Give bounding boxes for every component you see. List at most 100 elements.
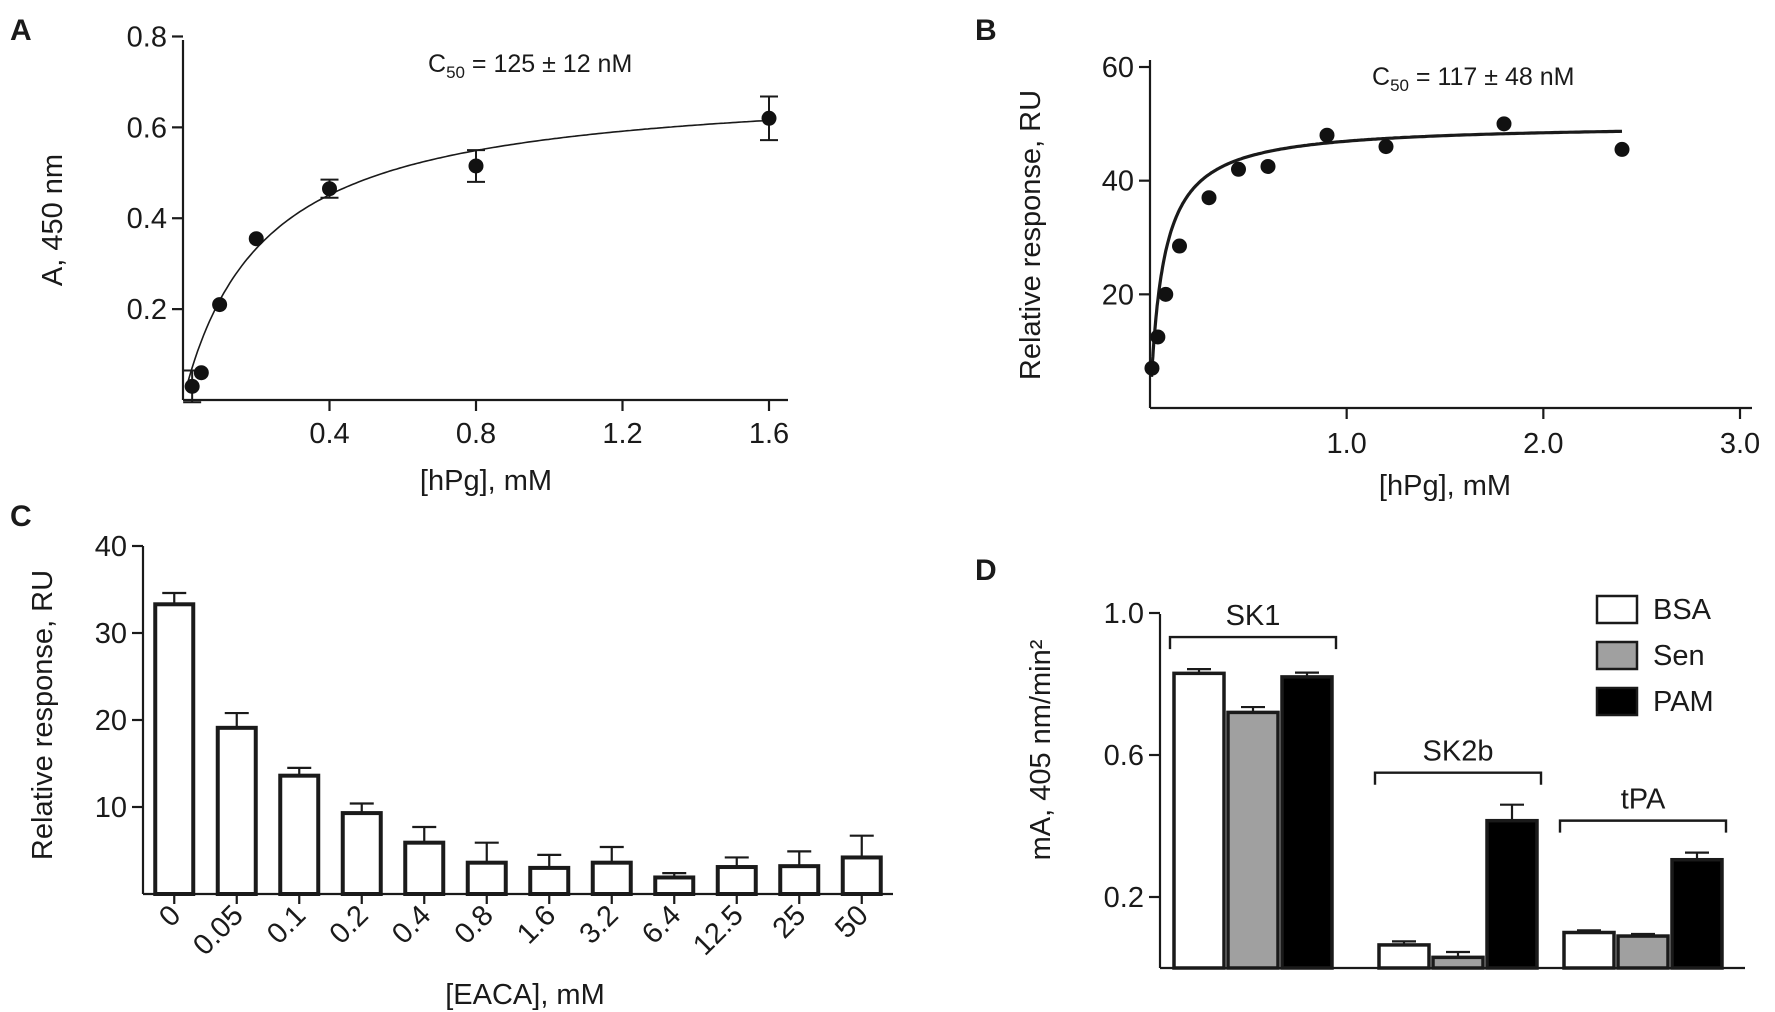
y-tick-label: 60 <box>1102 52 1134 84</box>
x-tick-label: 1.6 <box>749 418 789 450</box>
c50-annotation: C50 = 117 ± 48 nM <box>1372 63 1574 95</box>
y-tick-label: 0.6 <box>127 112 167 144</box>
bar <box>215 725 258 897</box>
legend-label: BSA <box>1653 594 1712 626</box>
panel-letter-d: D <box>975 554 997 587</box>
y-tick-label: 40 <box>1102 166 1134 198</box>
y-tick-label: 30 <box>95 618 127 650</box>
bar-bsa <box>1562 930 1616 970</box>
bar-sen <box>1431 955 1485 970</box>
bar <box>715 865 758 897</box>
bar <box>340 811 383 897</box>
panel-d: D 0.2 0.6 1.0 SK1 SK2b tPA mA, 405 nm/min² BSA Se… <box>975 554 1745 970</box>
legend-label: Sen <box>1653 640 1705 672</box>
x-tick-label: 1.6 <box>511 899 562 950</box>
legend-swatch-sen <box>1595 640 1639 671</box>
y-tick-label: 10 <box>95 792 127 824</box>
y-axis-title: A, 450 nm <box>37 154 69 286</box>
data-point <box>193 365 209 381</box>
bar <box>528 865 571 897</box>
panel-letter-a: A <box>10 14 32 47</box>
legend-swatch-bsa <box>1595 594 1639 625</box>
x-tick-label: 0.8 <box>449 899 500 950</box>
panel-a: A 0.2 0.4 0.6 0.8 0.4 0.8 1.2 1.6 [hPg], mM A, 450… <box>10 14 789 497</box>
bar <box>778 864 821 896</box>
x-tick-label: 6.4 <box>636 899 687 950</box>
data-point <box>1319 127 1335 143</box>
c50-annotation-value: = 117 ± 48 nM <box>1409 63 1574 91</box>
bar <box>653 875 696 896</box>
c50-annotation-subscript: 50 <box>446 63 465 82</box>
data-point <box>1144 360 1160 376</box>
data-point <box>1158 286 1174 302</box>
panel-b: B 20 40 60 1.0 2.0 3.0 [hPg], mM Relative respon… <box>975 14 1760 502</box>
group-bracket <box>1558 819 1728 833</box>
group-label: SK2b <box>1423 736 1494 768</box>
bar <box>153 602 196 896</box>
x-tick-label: 50 <box>829 899 874 944</box>
x-axis-title: [hPg], mM <box>1379 470 1511 502</box>
x-tick-label: 0.4 <box>309 418 349 450</box>
y-tick-label: 1.0 <box>1104 598 1144 630</box>
fit-curve <box>1150 129 1623 377</box>
group-label: SK1 <box>1226 600 1281 632</box>
x-tick-label: 0.1 <box>261 899 312 950</box>
x-tick-label: 1.0 <box>1327 428 1367 460</box>
panel-letter-c: C <box>10 500 32 533</box>
bar-bsa <box>1377 943 1431 970</box>
c50-annotation-subscript: 50 <box>1390 76 1409 95</box>
y-tick-label: 20 <box>95 705 127 737</box>
data-point <box>1614 141 1630 157</box>
x-tick-label: 25 <box>767 899 812 944</box>
x-tick-label: 3.0 <box>1720 428 1760 460</box>
legend-label: PAM <box>1653 686 1714 718</box>
x-tick-label: 0.4 <box>386 899 437 950</box>
y-tick-label: 0.6 <box>1104 740 1144 772</box>
data-point <box>1172 238 1188 254</box>
bar <box>278 773 321 896</box>
y-tick-label: 0.2 <box>127 294 167 326</box>
bar-sen <box>1616 934 1670 970</box>
x-axis-title: [hPg], mM <box>420 465 552 497</box>
bar-pam <box>1670 857 1724 970</box>
data-point <box>184 378 200 394</box>
c50-annotation-c: C <box>1372 63 1390 91</box>
y-axis-title: mA, 405 nm/min² <box>1025 639 1057 860</box>
c50-annotation: C50 = 125 ± 12 nM <box>428 50 632 82</box>
bar <box>403 840 446 896</box>
bar-sen <box>1226 710 1280 970</box>
bar <box>465 860 508 896</box>
y-tick-label: 0.2 <box>1104 882 1144 914</box>
data-point <box>322 181 337 197</box>
c50-annotation-c: C <box>428 50 446 78</box>
x-axis-title: [EACA], mM <box>445 979 605 1011</box>
data-point <box>1496 116 1512 132</box>
data-point <box>248 231 264 247</box>
data-point <box>1201 190 1217 206</box>
bar <box>840 855 883 897</box>
panel-c: C 10 20 30 40 0 0.05 0.1 0.2 0.4 0.8 1.6 3.2 6.4 12.5 2… <box>10 500 893 1011</box>
y-axis-title: Relative response, RU <box>1015 90 1047 380</box>
group-label: tPA <box>1621 784 1666 816</box>
x-tick-label: 1.2 <box>602 418 642 450</box>
bar-pam <box>1280 675 1334 970</box>
data-point <box>1231 161 1247 177</box>
group-bracket <box>1168 635 1338 650</box>
x-tick-label: 0 <box>153 899 187 933</box>
group-bracket <box>1373 771 1543 785</box>
data-point <box>761 110 777 126</box>
y-tick-label: 40 <box>95 531 127 563</box>
y-axis-title: Relative response, RU <box>27 570 59 860</box>
data-point <box>1260 158 1276 174</box>
bar-pam <box>1485 818 1539 970</box>
c50-annotation-value: = 125 ± 12 nM <box>465 50 632 78</box>
x-tick-label: 2.0 <box>1523 428 1563 460</box>
x-tick-label: 3.2 <box>574 899 625 950</box>
data-point <box>1378 139 1394 155</box>
data-point <box>1150 329 1166 345</box>
y-tick-label: 0.4 <box>127 203 167 235</box>
legend-swatch-pam <box>1595 686 1639 717</box>
data-point <box>468 158 484 174</box>
bar-bsa <box>1172 671 1226 970</box>
